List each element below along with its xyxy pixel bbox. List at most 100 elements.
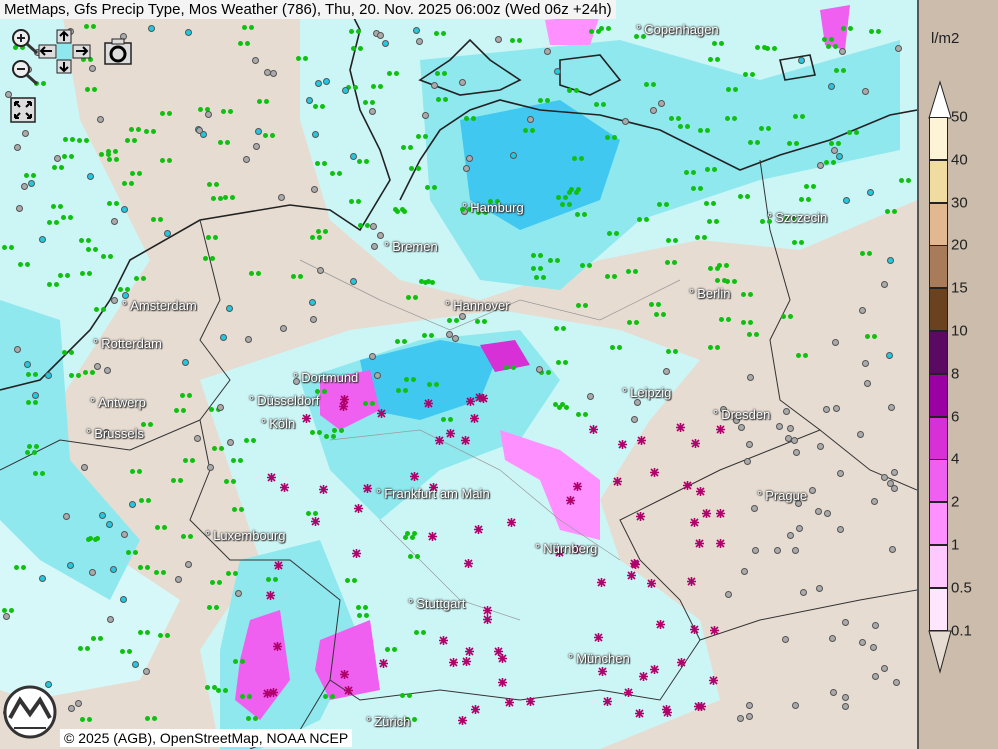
drizzle-symbol-icon [129,171,144,177]
city-label: München [568,651,629,666]
snow-symbol-icon [474,393,484,403]
drizzle-symbol-icon [795,353,810,359]
drizzle-symbol-icon [122,180,136,187]
shower-symbol-icon [526,116,534,124]
drizzle-symbol-icon [246,715,260,722]
shower-symbol-icon [586,393,594,401]
snow-symbol-icon [565,496,575,506]
drizzle-symbol-icon [399,692,414,699]
drizzle-symbol-icon [159,111,174,117]
snow-symbol-icon [274,561,284,571]
city-label: Köln [261,416,295,431]
city-label: Copenhagen [636,22,718,37]
zoom-in-button[interactable] [10,27,40,60]
snow-symbol-icon [629,559,639,569]
snow-symbol-icon [473,525,483,535]
shower-symbol-icon [264,69,272,77]
cloud-symbol-icon [829,634,837,642]
snow-symbol-icon [507,518,517,528]
drizzle-symbol-icon [433,30,448,37]
drizzle-symbol-icon [804,184,818,190]
drizzle-symbol-icon [51,203,65,210]
drizzle-symbol-icon [798,197,813,203]
drizzle-symbol-icon [309,429,324,436]
drizzle-symbol-icon [684,170,698,176]
shower-symbol-icon [39,235,46,243]
drizzle-symbol-icon [232,507,246,513]
shower-symbol-icon [832,338,840,346]
shower-symbol-icon [54,154,62,162]
drizzle-symbol-icon [117,287,132,293]
snow-symbol-icon [683,480,692,490]
camera-icon [104,38,132,65]
zoom-out-button[interactable] [10,58,40,91]
drizzle-symbol-icon [157,633,172,639]
snow-symbol-icon [463,558,473,568]
shower-symbol-icon [254,128,262,136]
drizzle-symbol-icon [61,154,76,160]
drizzle-symbol-icon [780,313,795,320]
drizzle-symbol-icon [403,376,418,383]
shower-symbol-icon [309,315,317,323]
cloud-symbol-icon [792,449,800,457]
shower-symbol-icon [278,193,285,201]
shower-symbol-icon [315,79,323,87]
cloud-symbol-icon [791,702,799,710]
legend-swatch [929,117,948,160]
drizzle-symbol-icon [637,217,651,223]
drizzle-symbol-icon [212,446,226,452]
shower-symbol-icon [45,372,53,380]
city-label: Leipzig [622,385,671,400]
zoom-out-icon [12,60,39,86]
shower-symbol-icon [143,668,151,676]
drizzle-symbol-icon [83,370,97,376]
drizzle-symbol-icon [654,312,668,318]
pan-control[interactable] [38,29,92,82]
snow-symbol-icon [470,413,480,423]
snow-symbol-icon [339,401,349,411]
cloud-symbol-icon [751,504,759,512]
snow-symbol-icon [439,636,449,646]
shower-symbol-icon [16,205,24,213]
screenshot-button[interactable] [104,38,134,71]
snow-symbol-icon [710,625,720,635]
snow-symbol-icon [493,646,503,656]
city-label: Zürich [366,714,410,729]
drizzle-symbol-icon [864,333,879,340]
drizzle-symbol-icon [160,157,174,164]
shower-symbol-icon [98,512,106,520]
shower-symbol-icon [38,575,46,583]
drizzle-symbol-icon [534,274,548,281]
drizzle-symbol-icon [405,531,419,537]
cloud-symbol-icon [782,635,790,643]
precip-legend: l/m2 50 40 30 20 15 10 8 6 4 2 1 0.5 0.1 [917,0,998,749]
cloud-symbol-icon [863,379,871,387]
drizzle-symbol-icon [25,450,39,456]
shower-symbol-icon [96,115,104,123]
snow-area [820,5,850,50]
legend-label: 40 [951,151,968,169]
drizzle-symbol-icon [180,393,194,399]
cloud-symbol-icon [862,360,870,367]
shower-symbol-icon [494,35,502,43]
snow-symbol-icon [462,657,472,667]
drizzle-symbol-icon [137,629,152,636]
drizzle-symbol-icon [741,291,755,298]
shower-symbol-icon [111,297,119,305]
drizzle-symbol-icon [238,41,252,47]
drizzle-symbol-icon [14,564,28,571]
drizzle-symbol-icon [210,579,224,586]
legend-bottom-arrow [928,630,952,674]
drizzle-symbol-icon [266,577,280,583]
drizzle-symbol-icon [183,458,197,464]
fullscreen-button[interactable] [10,97,36,128]
shower-symbol-icon [181,359,189,367]
drizzle-symbol-icon [509,38,524,44]
cloud-symbol-icon [745,713,753,721]
drizzle-symbol-icon [242,25,256,31]
weather-map[interactable] [0,0,917,749]
snow-symbol-icon [716,425,726,435]
snow-symbol-icon [709,676,719,686]
snow-symbol-icon [636,512,646,522]
shower-symbol-icon [4,91,12,99]
